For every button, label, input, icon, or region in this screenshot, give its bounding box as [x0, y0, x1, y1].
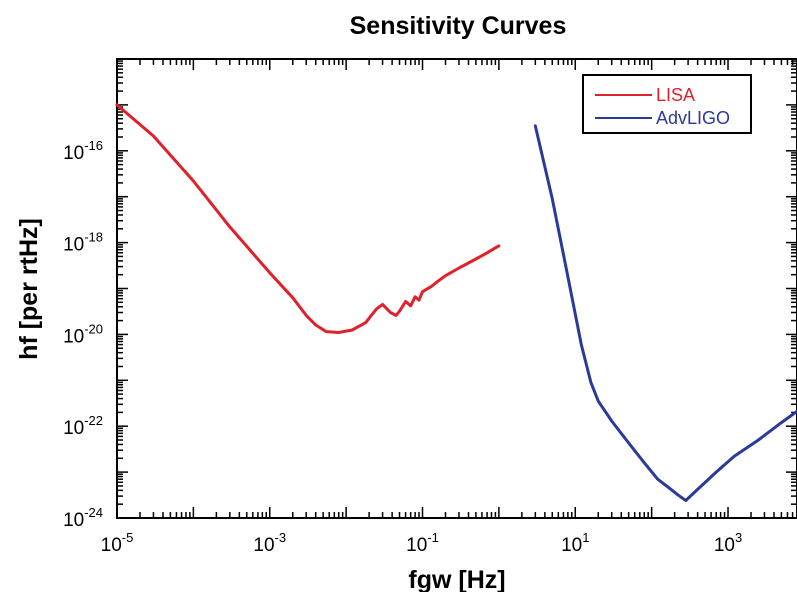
tick-base: 10: [63, 326, 84, 347]
y-tick-label: 10-24: [63, 505, 103, 531]
tick-base: 10: [406, 535, 427, 556]
series-line-advligo: [533, 124, 797, 502]
y-tick-label: 10-18: [63, 230, 103, 256]
tick-base: 10: [714, 535, 735, 556]
tick-exponent: 1: [582, 530, 589, 545]
legend-label-advligo: AdvLIGO: [656, 108, 730, 128]
x-tick-label: 103: [714, 530, 742, 556]
axis-ticks: [116, 58, 797, 519]
x-tick-label: 10-5: [101, 530, 134, 556]
tick-base: 10: [101, 535, 122, 556]
tick-exponent: -22: [84, 413, 103, 428]
tick-exponent: 3: [735, 530, 742, 545]
tick-base: 10: [63, 418, 84, 439]
tick-exponent: -18: [84, 230, 103, 245]
tick-exponent: -5: [122, 530, 134, 545]
tick-exponent: -16: [84, 138, 103, 153]
y-tick-label: 10-16: [63, 138, 103, 164]
legend-label-lisa: LISA: [656, 85, 695, 105]
tick-exponent: -20: [84, 321, 103, 336]
tick-exponent: -3: [275, 530, 287, 545]
y-tick-label: 10-20: [63, 321, 103, 347]
chart-title: Sensitivity Curves: [350, 12, 567, 40]
tick-base: 10: [561, 535, 582, 556]
series-layer: [115, 103, 797, 502]
x-axis-label: fgw [Hz]: [408, 566, 505, 592]
y-tick-label: 10-22: [63, 413, 103, 439]
tick-base: 10: [253, 535, 274, 556]
x-tick-label: 101: [561, 530, 589, 556]
x-tick-label: 10-3: [253, 530, 286, 556]
x-tick-labels: 10-5 10-3 10-1 101 103: [101, 530, 743, 556]
y-axis-label: hf [per rtHz]: [15, 218, 43, 360]
tick-exponent: -1: [427, 530, 439, 545]
tick-exponent: -24: [84, 505, 103, 520]
tick-base: 10: [63, 510, 84, 531]
tick-base: 10: [63, 235, 84, 256]
series-line-lisa: [115, 103, 501, 334]
tick-base: 10: [63, 143, 84, 164]
legend-box: [582, 74, 752, 134]
x-tick-label: 10-1: [406, 530, 439, 556]
legend: LISA AdvLIGO: [582, 74, 752, 134]
